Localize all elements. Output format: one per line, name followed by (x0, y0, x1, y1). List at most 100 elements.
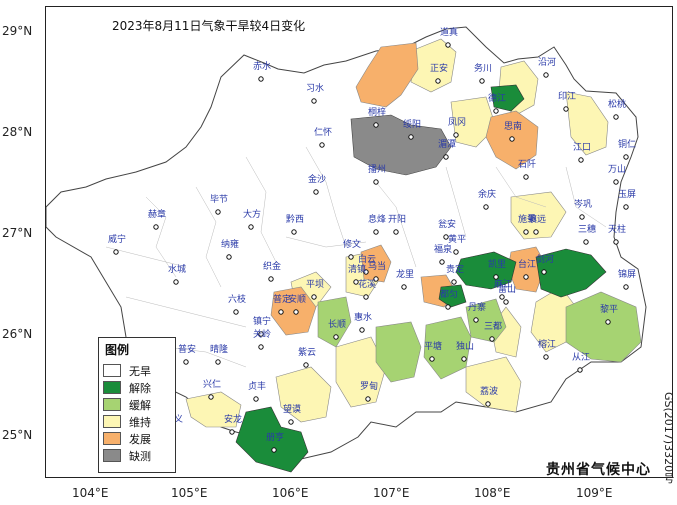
county-dot (533, 229, 539, 235)
county-label: 思南 (504, 120, 522, 132)
agency-name: 贵州省气候中心 (546, 462, 651, 478)
county-marker: 岑巩 (574, 198, 592, 220)
county-dot (543, 354, 549, 360)
county-label: 修文 (343, 238, 361, 250)
county-dot (365, 396, 371, 402)
county-dot (623, 204, 629, 210)
county-dot (443, 154, 449, 160)
county-label: 金沙 (308, 173, 326, 185)
county-marker: 息烽 (368, 213, 386, 235)
county-label: 贵定 (446, 263, 464, 275)
county-label: 安龙 (224, 413, 242, 425)
county-marker: 开阳 (388, 214, 406, 235)
county-dot (623, 284, 629, 290)
county-dot (311, 98, 317, 104)
county-marker: 都匀 (440, 288, 458, 310)
county-label: 雷山 (498, 284, 516, 295)
county-dot (509, 136, 515, 142)
county-label: 黔西 (286, 213, 304, 225)
county-marker: 毕节 (210, 193, 228, 215)
county-label: 万山 (608, 164, 626, 175)
county-label: 桐梓 (368, 106, 386, 118)
county-marker: 玉屏 (618, 189, 636, 210)
county-dot (493, 274, 499, 280)
county-marker: 金沙 (308, 173, 326, 195)
county-dot (579, 214, 585, 220)
county-marker: 紫云 (298, 347, 316, 368)
county-marker: 三穗 (578, 223, 596, 245)
county-marker: 雷山 (498, 284, 516, 305)
county-dot (313, 189, 319, 195)
county-label: 锦屏 (618, 268, 636, 280)
county-dot (183, 359, 189, 365)
county-label: 平塘 (424, 340, 442, 352)
county-dot (523, 229, 529, 235)
county-dot (541, 269, 547, 275)
county-dot (271, 447, 277, 453)
county-marker: 瓮安 (438, 218, 456, 240)
county-label: 江口 (573, 142, 591, 153)
county-marker: 织金 (263, 260, 281, 282)
county-label: 荔波 (480, 385, 498, 397)
county-dot (373, 229, 379, 235)
county-marker: 纳雍 (221, 238, 239, 260)
legend-swatch-develop (103, 432, 121, 445)
county-label: 罗甸 (360, 380, 378, 392)
lon-label: 105°E (171, 486, 208, 500)
county-marker: 江口 (573, 142, 591, 163)
county-dot (353, 279, 359, 285)
county-marker: 惠水 (354, 311, 372, 333)
county-label: 凯里 (488, 258, 506, 270)
county-dot (258, 331, 264, 337)
county-marker: 三都 (484, 321, 502, 342)
county-label: 玉屏 (618, 189, 636, 200)
county-boundaries (105, 146, 607, 368)
county-label: 天柱 (608, 223, 626, 235)
county-marker: 安顺 (288, 293, 306, 315)
county-dot (293, 309, 299, 315)
county-label: 白云 (358, 253, 376, 265)
county-label: 松桃 (608, 98, 626, 110)
county-label: 黄平 (448, 233, 466, 245)
county-dot (523, 174, 529, 180)
county-label: 大方 (243, 208, 261, 220)
county-label: 兴仁 (203, 378, 221, 390)
county-marker: 榕江 (538, 338, 556, 360)
county-dot (461, 356, 467, 362)
county-dot (373, 179, 379, 185)
county-marker: 麻江 (494, 278, 512, 300)
county-label: 纳雍 (221, 238, 239, 250)
county-label: 紫云 (298, 347, 316, 358)
county-dot (258, 76, 264, 82)
county-dot (499, 294, 505, 300)
county-marker: 白云 (358, 253, 376, 275)
county-dot (348, 254, 354, 260)
county-label: 平坝 (306, 279, 324, 290)
legend-swatch-missing (103, 449, 121, 462)
legend-label: 无旱 (129, 364, 151, 378)
county-label: 瓮安 (438, 218, 456, 230)
county-label: 绥阳 (403, 119, 421, 130)
legend-label: 解除 (129, 381, 151, 395)
legend-item: 发展 (103, 430, 171, 447)
county-dot (113, 249, 119, 255)
county-dot (493, 108, 499, 114)
county-marker: 清镇 (348, 263, 366, 285)
county-marker: 大方 (243, 208, 261, 230)
county-marker: 从江 (572, 352, 590, 373)
county-label: 施秉 (518, 213, 536, 225)
county-marker: 天柱 (608, 223, 626, 245)
county-dot (215, 359, 221, 365)
county-marker: 德江 (488, 92, 506, 114)
county-label: 印江 (558, 90, 576, 102)
county-dot (401, 284, 407, 290)
county-marker: 罗甸 (360, 380, 378, 402)
county-label: 道真 (440, 26, 458, 38)
county-label: 沿河 (538, 56, 556, 68)
county-marker: 福泉 (434, 243, 452, 265)
map-approval-code: GS(2017)3320号 (662, 392, 675, 484)
county-marker: 平塘 (424, 340, 442, 362)
county-marker: 绥阳 (403, 119, 421, 140)
